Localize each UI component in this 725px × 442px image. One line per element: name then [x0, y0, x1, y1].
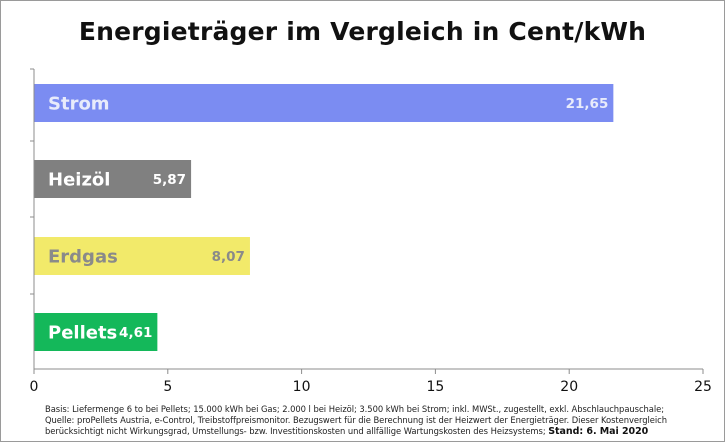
bars-layer: Strom 21,65 Heizöl 5,87 Erdgas 8,07 Pellets 4,6…: [34, 84, 614, 351]
footnote-line-3: berücksichtigt nicht Wirkungsgrad, Umste…: [45, 426, 546, 436]
bar-erdgas: [34, 237, 250, 275]
footnote-line-3-wrap: berücksichtigt nicht Wirkungsgrad, Umste…: [45, 426, 648, 437]
footnote-line-2: Quelle: proPellets Austria, e-Control, T…: [45, 415, 667, 425]
x-tick-label-15: 15: [426, 379, 444, 395]
value-label-heizöl: 5,87: [153, 172, 186, 188]
value-label-pellets: 4,61: [119, 325, 152, 341]
x-tick-label-0: 0: [30, 379, 39, 395]
bar-heizöl: [34, 160, 192, 198]
chart-title: Energieträger im Vergleich in Cent/kWh: [78, 17, 647, 46]
category-label-erdgas: Erdgas: [48, 247, 118, 268]
x-tick-label-10: 10: [293, 379, 311, 395]
x-tick-label-20: 20: [560, 379, 578, 395]
x-tick-label-25: 25: [694, 379, 712, 395]
axes-layer: 0 5 10 15 20 25: [30, 68, 712, 395]
category-label-pellets: Pellets: [48, 323, 117, 344]
bar-strom: [34, 84, 614, 122]
x-tick-label-5: 5: [163, 379, 172, 395]
footnote-stand-date: Stand: 6. Mai 2020: [548, 426, 649, 437]
value-label-strom: 21,65: [566, 96, 609, 112]
footnote-line-1: Basis: Liefermenge 6 to bei Pellets; 15.…: [45, 404, 665, 414]
category-label-heizöl: Heizöl: [48, 170, 110, 191]
value-label-erdgas: 8,07: [212, 249, 245, 265]
bar-pellets: [34, 313, 158, 351]
category-label-strom: Strom: [48, 94, 110, 115]
